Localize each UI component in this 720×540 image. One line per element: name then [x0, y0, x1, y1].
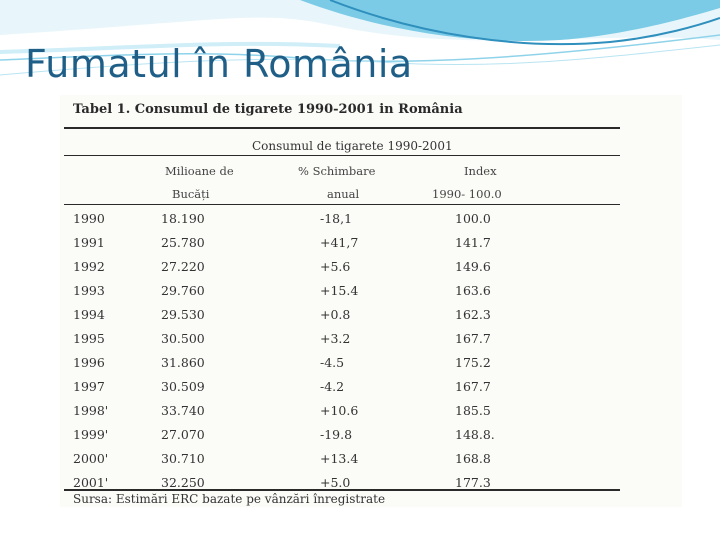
column-header-millions-line2: Bucăți [172, 187, 210, 201]
row-millions: 32.250 [161, 475, 205, 490]
row-millions: 30.509 [161, 379, 205, 394]
column-header-millions-line1: Milioane de [165, 164, 234, 178]
column-header-index-line1: Index [464, 164, 497, 178]
decorative-wave-banner [0, 0, 720, 76]
row-percent-change: +5.6 [320, 259, 351, 274]
row-index: 185.5 [455, 403, 491, 418]
table-source-note: Sursa: Estimări ERC bazate pe vânzări în… [73, 492, 386, 506]
row-millions: 30.710 [161, 451, 205, 466]
column-header-change-line2: anual [327, 187, 360, 201]
row-percent-change: -18,1 [320, 211, 353, 226]
row-index: 175.2 [455, 355, 491, 370]
row-year: 1992 [73, 259, 105, 274]
group-header: Consumul de tigarete 1990-2001 [252, 139, 453, 153]
row-millions: 27.070 [161, 427, 205, 442]
row-index: 177.3 [455, 475, 491, 490]
row-index: 149.6 [455, 259, 491, 274]
row-percent-change: -4.2 [320, 379, 345, 394]
row-percent-change: +3.2 [320, 331, 351, 346]
row-percent-change: +13.4 [320, 451, 359, 466]
table-caption: Tabel 1. Consumul de tigarete 1990-2001 … [73, 102, 463, 117]
row-year: 1995 [73, 331, 105, 346]
row-year: 1991 [73, 235, 105, 250]
row-year: 1994 [73, 307, 105, 322]
row-index: 100.0 [455, 211, 491, 226]
row-year: 1998' [73, 403, 109, 418]
slide-title: Fumatul în România [25, 42, 413, 86]
row-percent-change: -19.8 [320, 427, 353, 442]
row-year: 1996 [73, 355, 105, 370]
row-year: 1990 [73, 211, 105, 226]
row-index: 141.7 [455, 235, 491, 250]
row-millions: 25.780 [161, 235, 205, 250]
row-percent-change: -4.5 [320, 355, 345, 370]
row-percent-change: +0.8 [320, 307, 351, 322]
row-millions: 30.500 [161, 331, 205, 346]
row-percent-change: +41,7 [320, 235, 359, 250]
row-year: 1999' [73, 427, 109, 442]
table-image-panel [60, 95, 682, 507]
table-top-rule [64, 127, 620, 129]
row-index: 167.7 [455, 379, 491, 394]
row-percent-change: +15.4 [320, 283, 359, 298]
row-year: 2000' [73, 451, 109, 466]
row-millions: 31.860 [161, 355, 205, 370]
column-header-change-line1: % Schimbare [298, 164, 376, 178]
table-bottom-rule [64, 489, 620, 491]
row-year: 1993 [73, 283, 105, 298]
row-millions: 29.760 [161, 283, 205, 298]
row-percent-change: +5.0 [320, 475, 351, 490]
group-header-rule [64, 155, 620, 156]
column-header-index-line2: 1990- 100.0 [432, 187, 502, 201]
header-bottom-rule [64, 204, 620, 205]
row-index: 163.6 [455, 283, 491, 298]
row-index: 168.8 [455, 451, 491, 466]
row-millions: 29.530 [161, 307, 205, 322]
row-millions: 27.220 [161, 259, 205, 274]
row-index: 167.7 [455, 331, 491, 346]
row-index: 148.8. [455, 427, 495, 442]
row-year: 1997 [73, 379, 105, 394]
row-percent-change: +10.6 [320, 403, 359, 418]
row-index: 162.3 [455, 307, 491, 322]
row-millions: 33.740 [161, 403, 205, 418]
row-millions: 18.190 [161, 211, 205, 226]
row-year: 2001' [73, 475, 109, 490]
